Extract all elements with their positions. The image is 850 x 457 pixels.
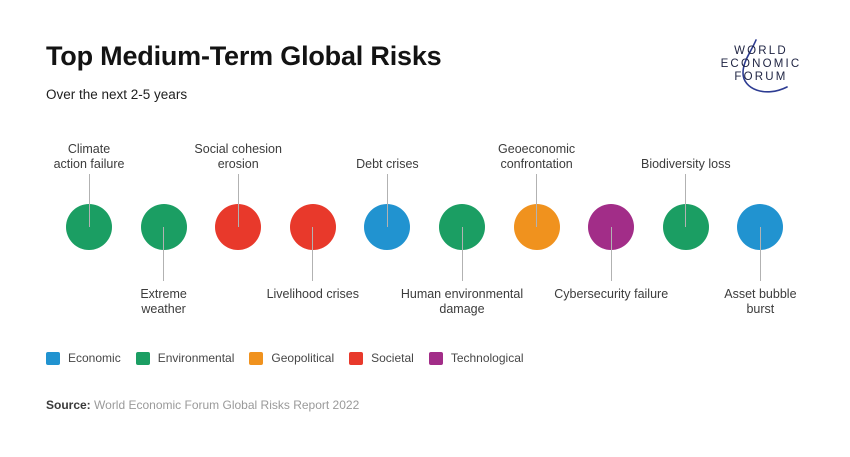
leader-line xyxy=(88,174,90,227)
legend-item: Economic xyxy=(46,351,121,365)
legend-item: Geopolitical xyxy=(249,351,334,365)
legend-label: Economic xyxy=(68,351,121,365)
wef-logo-graphic: WORLD ECONOMIC FORUM xyxy=(721,39,802,93)
legend-label: Societal xyxy=(371,351,414,365)
legend-label: Technological xyxy=(450,351,524,365)
source-text: World Economic Forum Global Risks Report… xyxy=(94,398,360,412)
leader-line xyxy=(386,174,388,227)
legend-swatch-icon xyxy=(46,351,60,365)
risk-label: Asset bubble burst xyxy=(724,287,797,316)
wef-logo-line-1: WORLD xyxy=(734,45,788,57)
risk-label: Social cohesion erosion xyxy=(194,142,282,171)
leader-line xyxy=(163,227,165,281)
category-legend: Economic Environmental Geopolitical Societa… xyxy=(46,351,524,365)
risk-label: Geoeconomic confrontation xyxy=(498,142,576,171)
risk-label: Biodiversity loss xyxy=(640,157,731,171)
source-line: Source: World Economic Forum Global Risk… xyxy=(46,398,359,412)
leader-line xyxy=(610,227,612,281)
risk-label: Livelihood crises xyxy=(266,287,359,301)
legend-label: Geopolitical xyxy=(271,351,335,365)
risk-label: Climate action failure xyxy=(53,142,125,171)
legend-swatch-icon xyxy=(135,351,150,365)
page-subtitle: Over the next 2-5 years xyxy=(46,87,188,102)
legend-item: Technological xyxy=(428,351,524,365)
wef-logo-line-2: ECONOMIC xyxy=(721,58,802,70)
legend-swatch-icon xyxy=(349,351,364,365)
risk-label: Cybersecurity failure xyxy=(554,287,669,301)
leader-line xyxy=(312,227,314,281)
leader-line xyxy=(685,174,687,227)
legend-item: Societal xyxy=(349,351,414,365)
source-label: Source: xyxy=(46,398,91,412)
wef-logo-line-3: FORUM xyxy=(734,71,787,83)
legend-swatch-icon xyxy=(249,351,264,365)
wef-logo-arc-icon xyxy=(742,39,788,93)
wef-logo: WORLD ECONOMIC FORUM xyxy=(714,38,808,112)
legend-item: Environmental xyxy=(135,351,235,365)
risk-label: Extreme weather xyxy=(140,287,187,316)
leader-line xyxy=(461,227,463,281)
page-title: Top Medium-Term Global Risks xyxy=(46,41,442,71)
leader-line xyxy=(759,227,761,281)
risk-label: Debt crises xyxy=(356,157,419,171)
legend-label: Environmental xyxy=(157,351,235,365)
leader-line xyxy=(536,174,538,227)
legend-swatch-icon xyxy=(428,351,443,365)
risk-label: Human environmental damage xyxy=(400,287,524,316)
leader-line xyxy=(237,174,239,227)
